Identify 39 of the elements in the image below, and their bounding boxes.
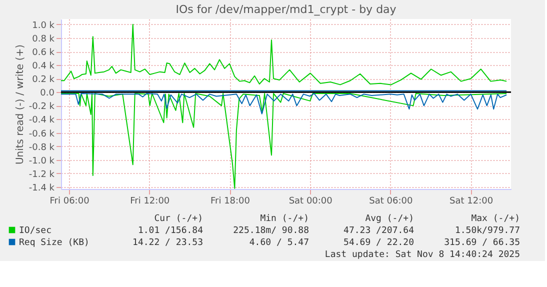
text: 4.60 / 5.47 <box>249 238 309 248</box>
chart-title: IOs for /dev/mapper/md1_crypt - by day <box>176 3 397 16</box>
text: 14.22 / 23.53 <box>132 238 203 248</box>
text: 1.50k/979.77 <box>454 226 520 236</box>
line-series <box>60 93 508 189</box>
y-tick-label: -0.2 k <box>28 102 56 112</box>
y-tick-label: 1.0 k <box>32 20 56 31</box>
text: 54.69 / 22.20 <box>344 238 414 248</box>
text: Min (-/+) <box>260 214 309 224</box>
y-tick-label: -0.6 k <box>28 129 56 140</box>
x-tick-label: Fri 18:00 <box>210 196 250 206</box>
y-tick-label: 0.2 k <box>32 75 56 86</box>
y-tick-label: -0.4 k <box>28 116 56 126</box>
text: 225.18m/ 90.88 <box>233 226 309 236</box>
text: 315.69 / 66.35 <box>444 238 520 248</box>
legend-label: IO/sec <box>19 226 52 236</box>
text: Cur (-/+) <box>154 214 203 224</box>
y-tick-label: -1.0 k <box>28 156 56 166</box>
y-tick-label: -1.2 k <box>28 170 56 180</box>
y-tick-label: 0.8 k <box>32 34 56 44</box>
x-tick-label: Fri 06:00 <box>50 196 90 206</box>
legend-label: Req Size (KB) <box>19 238 90 248</box>
y-tick-label: 0.0 <box>40 88 55 99</box>
line-series <box>60 24 508 86</box>
x-tick-label: Sat 12:00 <box>450 196 494 206</box>
text: Max (-/+) <box>471 214 520 224</box>
x-tick-label: Sat 00:00 <box>288 196 333 206</box>
text: Last update: Sat Nov 8 14:40:24 2025 <box>324 250 520 260</box>
x-tick-label: Sat 06:00 <box>369 196 414 206</box>
y-tick-label: -1.4 k <box>28 183 56 194</box>
text: Avg (-/+) <box>365 214 414 224</box>
y-tick-label: 0.6 k <box>32 48 56 58</box>
line-series <box>60 93 508 114</box>
x-tick-label: Fri 12:00 <box>130 196 170 206</box>
y-tick-label: 0.4 k <box>32 62 56 72</box>
y-axis-title: Units read (-) / write (+) <box>14 44 26 165</box>
text: 1.01 /156.84 <box>138 226 203 236</box>
y-tick-label: -0.8 k <box>28 142 56 153</box>
text: 47.23 /207.64 <box>344 226 414 236</box>
